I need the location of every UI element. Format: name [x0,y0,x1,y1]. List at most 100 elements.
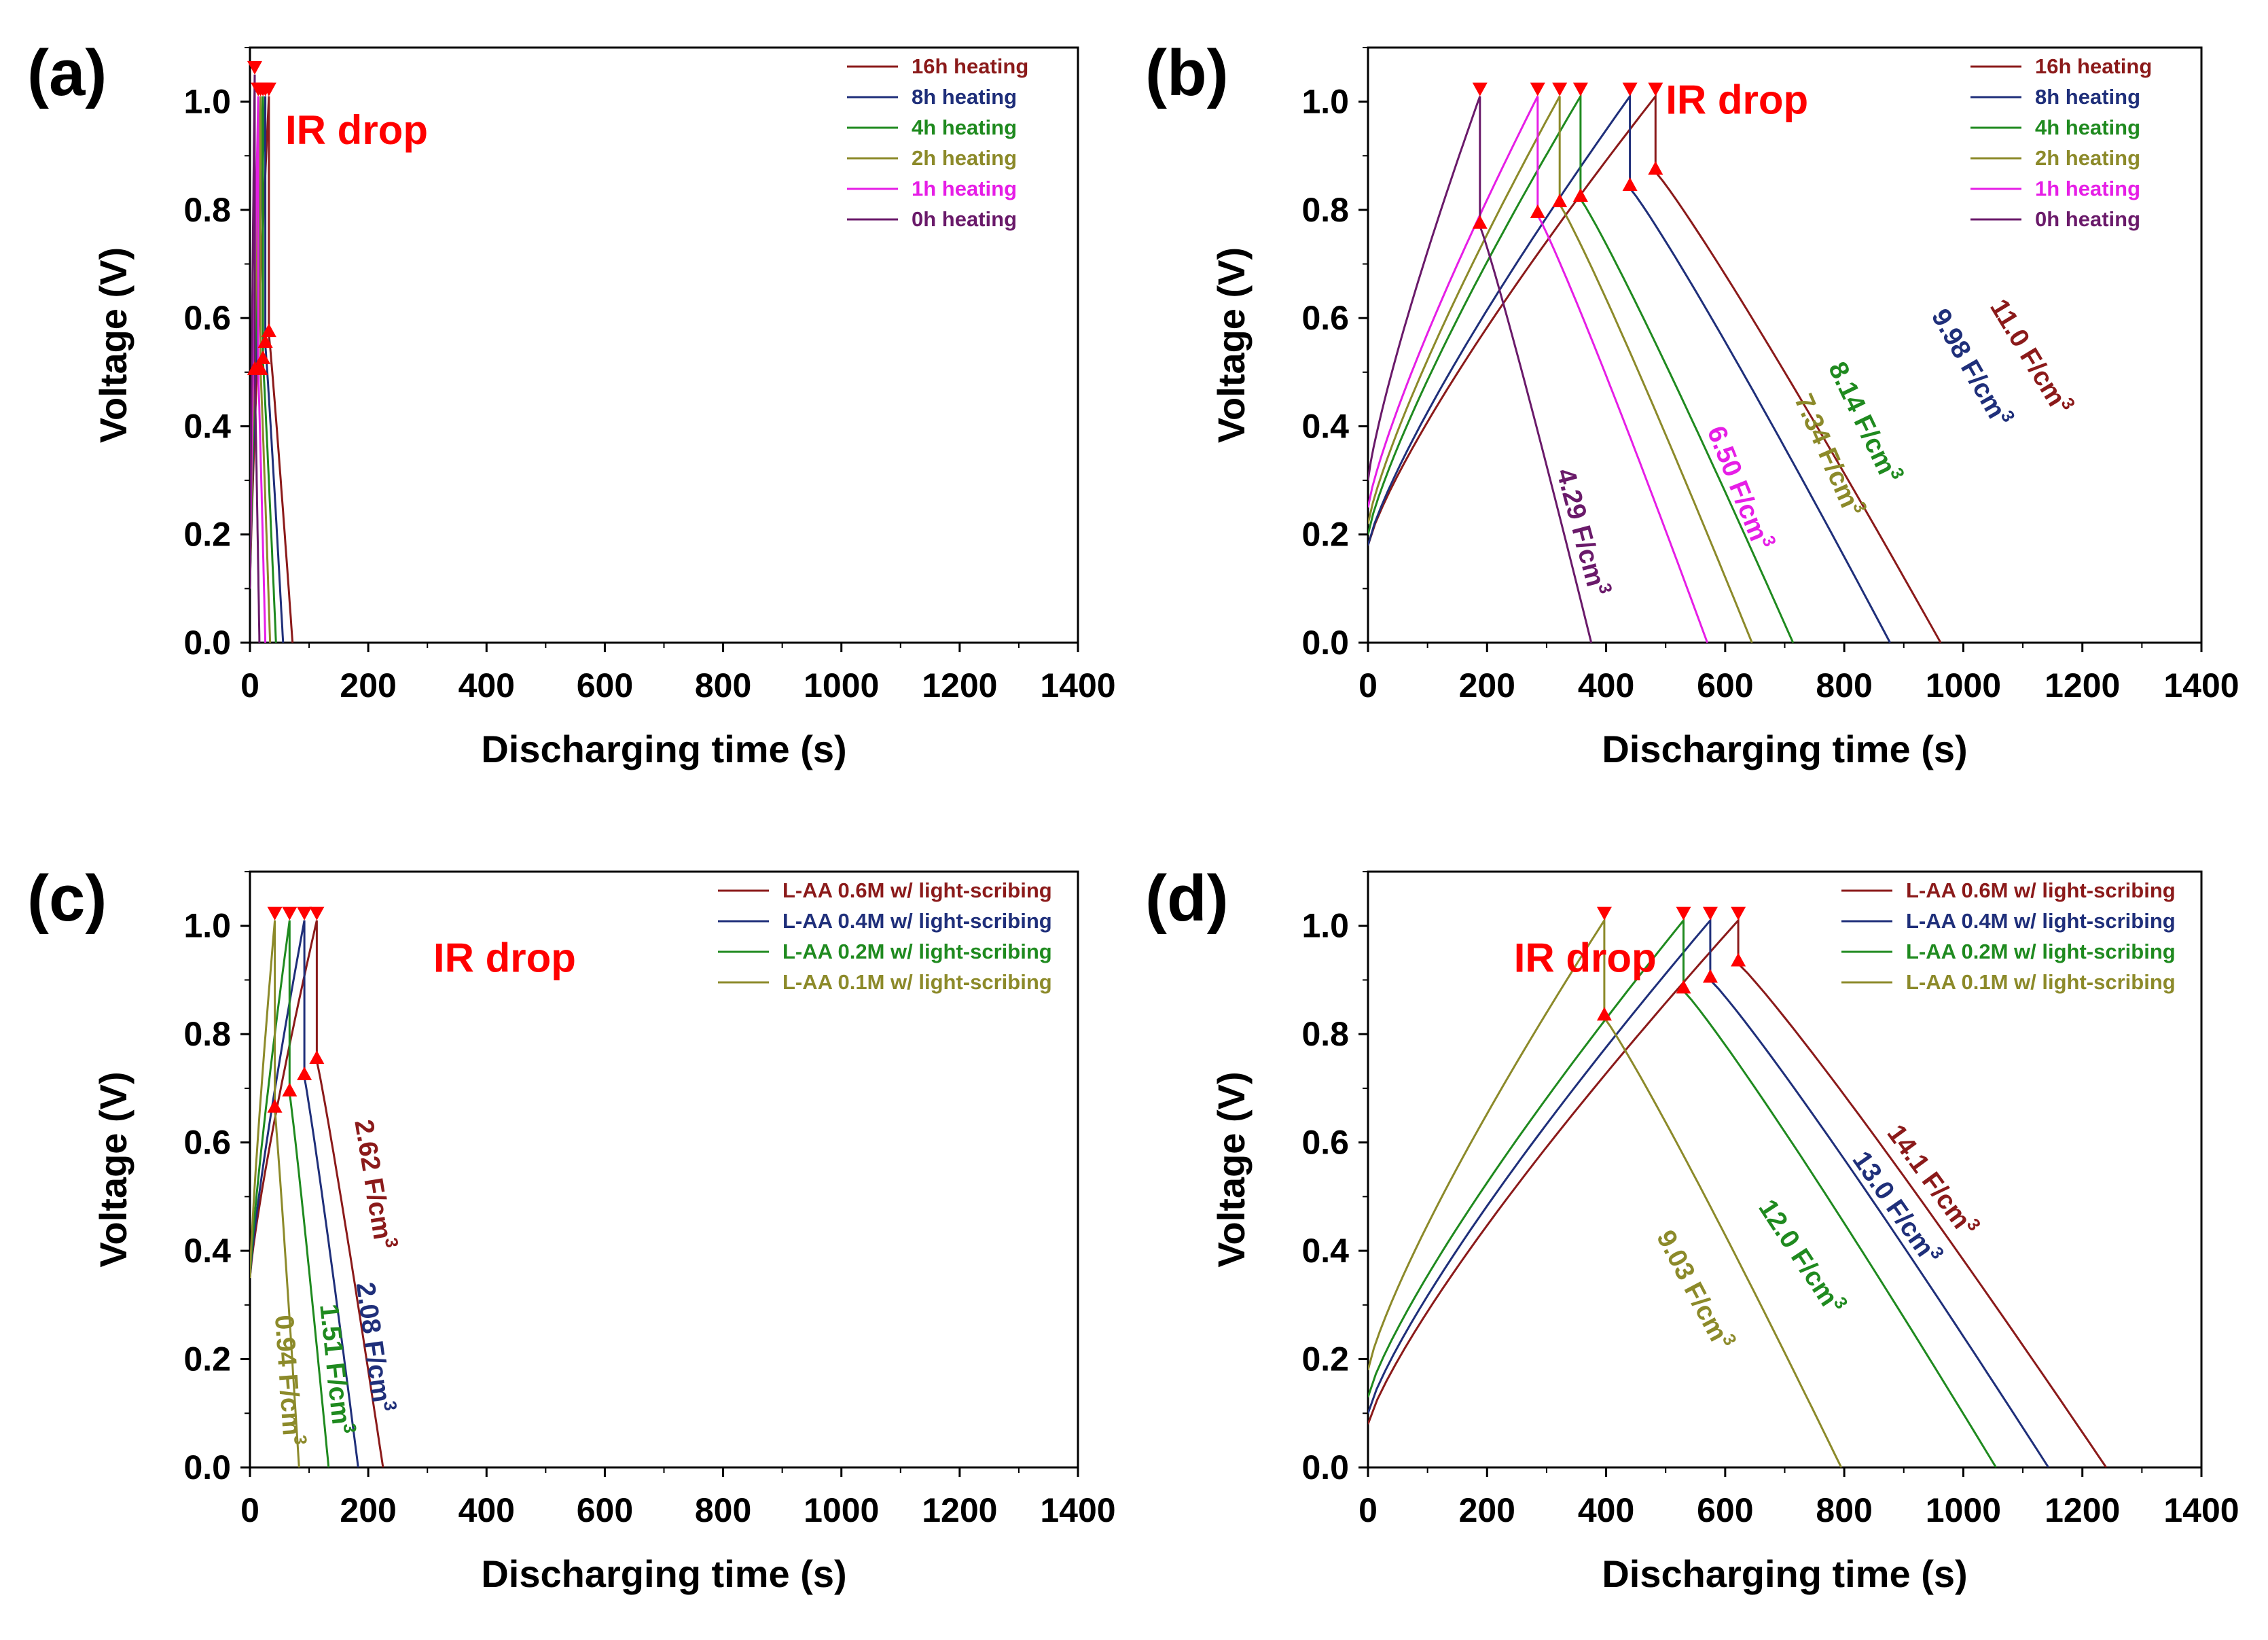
peak-marker [1702,906,1718,921]
capacitance-label: 0.94 F/cm3 [269,1314,311,1446]
y-tick-label: 0.6 [1301,299,1349,337]
legend-label: L-AA 0.2M w/ light-scribing [782,940,1052,963]
x-tick-label: 0 [240,1491,259,1529]
legend-label: L-AA 0.2M w/ light-scribing [1906,940,2176,963]
y-tick-label: 0.6 [1301,1124,1349,1162]
ir-drop-label: IR drop [285,107,428,153]
superscript-3: 3 [1758,533,1780,550]
series-line [1368,96,1593,643]
drop-marker [1572,188,1588,202]
legend-label: 8h heating [2035,85,2140,109]
y-tick-label: 0.8 [1301,191,1349,229]
x-tick-label: 1000 [1926,1491,2001,1529]
y-tick-label: 0.6 [183,299,231,337]
x-tick-label: 0 [1358,666,1378,705]
panel-label: (a) [27,37,107,109]
series-group [1368,92,1942,643]
x-tick-label: 800 [695,1491,751,1529]
y-axis-title: Voltage (V) [1210,1071,1253,1267]
drop-marker [1731,952,1746,967]
peak-marker [251,82,266,96]
superscript-3: 3 [1830,1293,1852,1313]
series-line [250,96,294,643]
capacitance-label: 4.29 F/cm3 [1551,464,1617,599]
x-tick-label: 400 [1578,1491,1634,1529]
superscript-3: 3 [1926,1243,1949,1262]
x-tick-label: 800 [695,666,751,705]
x-axis-title: Discharging time (s) [1602,728,1967,770]
capacitance-label: 1.51 F/cm3 [314,1302,361,1436]
y-tick-label: 1.0 [1301,907,1349,945]
x-tick-label: 400 [458,1491,515,1529]
peak-marker [282,906,298,921]
drop-marker [1676,980,1691,994]
drop-marker [1702,969,1718,983]
legend-label: 4h heating [2035,115,2140,139]
series-line [1368,917,1997,1467]
legend-label: L-AA 0.6M w/ light-scribing [782,878,1052,902]
x-tick-label: 1200 [922,1491,997,1529]
x-tick-label: 1400 [2163,1491,2239,1529]
x-tick-label: 200 [340,666,396,705]
series-line [1368,92,1795,643]
y-tick-label: 0.2 [183,1340,231,1378]
y-tick-label: 0.4 [1301,1232,1349,1270]
x-tick-label: 400 [458,666,515,705]
x-tick-label: 600 [1697,1491,1753,1529]
series-line [1368,917,2050,1467]
series-line [250,96,267,643]
panel-d: (d) 0 200 400 600 800 1000 1200 1400 0.0 0.2 0.4 0.6… [1145,862,2239,1595]
superscript-3: 3 [1886,465,1909,482]
x-axis-title: Discharging time (s) [481,728,846,770]
series-group [250,74,294,643]
series-line [250,920,300,1467]
legend-label: 16h heating [912,54,1028,78]
series-line [250,920,330,1467]
x-tick-label: 0 [240,666,259,705]
y-tick-label: 0.2 [1301,1340,1349,1378]
series-line [1368,93,1942,643]
superscript-3: 3 [1997,407,2019,425]
series-line [250,920,359,1467]
y-tick-label: 0.4 [183,1232,231,1270]
legend-label: 2h heating [2035,146,2140,170]
ir-drop-label: IR drop [433,935,576,981]
x-axis-title: Discharging time (s) [481,1552,846,1595]
legend-label: 16h heating [2035,54,2152,78]
y-tick-label: 0.0 [183,624,231,662]
panel-label: (d) [1145,862,1229,935]
peak-marker [1648,82,1663,96]
series-line [250,74,261,643]
drop-marker [1622,177,1638,192]
y-tick-label: 0.6 [183,1124,231,1162]
peak-marker [247,60,262,75]
legend-label: L-AA 0.4M w/ light-scribing [782,909,1052,933]
capacitance-label: 2.08 F/cm3 [350,1280,401,1414]
x-tick-label: 800 [1816,666,1872,705]
drop-marker [1596,1007,1612,1021]
x-tick-label: 600 [577,1491,633,1529]
x-tick-label: 1000 [1926,666,2001,705]
legend-label: 8h heating [912,85,1017,109]
peak-marker [1530,82,1545,96]
x-tick-label: 400 [1578,666,1634,705]
peak-marker [297,906,312,921]
superscript-3: 3 [1718,1330,1741,1349]
series-group [250,920,384,1467]
drop-marker [282,1082,298,1097]
ir-drop-label: IR drop [1666,77,1808,123]
drop-marker [261,323,276,338]
series-line [1368,917,2108,1467]
peak-marker [1731,906,1746,921]
legend-label: 1h heating [912,177,1017,200]
legend-label: L-AA 0.1M w/ light-scribing [1906,970,2176,994]
x-tick-label: 1000 [804,1491,879,1529]
peak-marker [1552,82,1568,96]
legend-label: 2h heating [912,146,1017,170]
drop-marker [257,334,273,348]
superscript-3: 3 [1963,1215,1985,1234]
legend-label: 4h heating [912,115,1017,139]
legend-label: 0h heating [2035,207,2140,231]
x-tick-label: 1200 [922,666,997,705]
